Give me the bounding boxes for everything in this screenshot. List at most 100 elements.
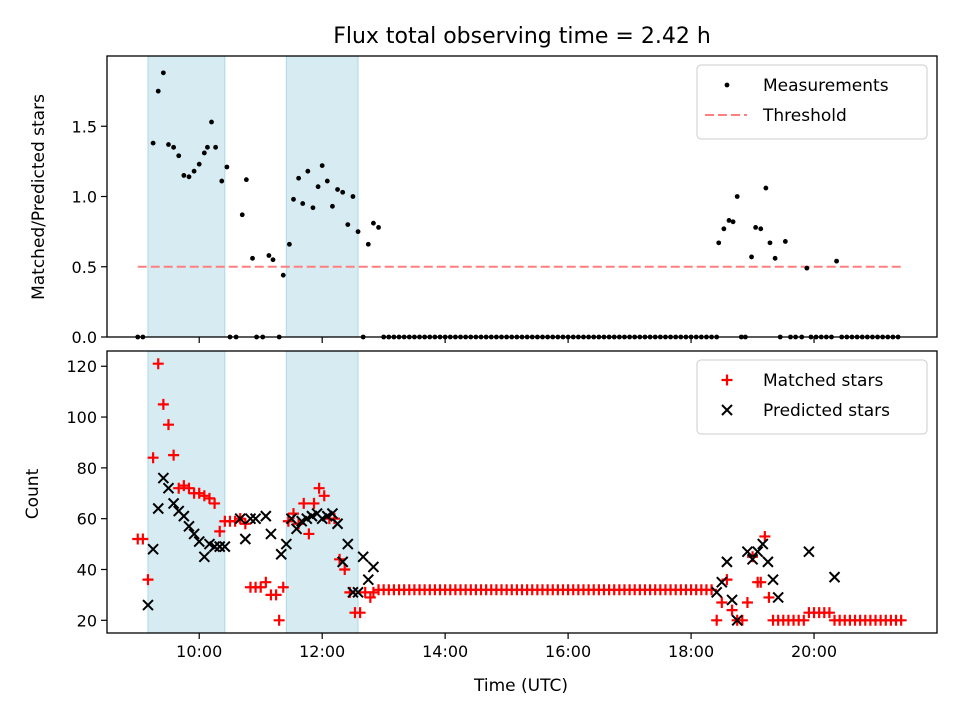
predicted-stars-point — [280, 538, 293, 550]
top-panel: 0.0 0.5 1.0 1.5 Measurements Threshold — [72, 55, 938, 347]
matched-stars-point — [895, 614, 907, 626]
predicted-stars-point — [239, 533, 252, 545]
predicted-stars-point — [157, 472, 170, 484]
x-tick-label: 12:00 — [299, 642, 345, 661]
measurements-point — [239, 212, 245, 218]
measurements-point — [300, 201, 306, 206]
measurements-point — [209, 119, 214, 125]
x-tick-label: 10:00 — [176, 642, 222, 661]
matched-stars-point — [277, 581, 289, 593]
matched-stars-point — [147, 452, 159, 464]
x-tick-label: 16:00 — [545, 642, 591, 661]
measurements-point — [219, 178, 225, 184]
predicted-stars-point — [167, 497, 180, 510]
predicted-stars-point — [193, 535, 205, 548]
matched-stars-point — [273, 614, 285, 626]
y-tick-label: 60 — [77, 510, 97, 529]
measurements-point — [224, 164, 230, 170]
measurements-point — [763, 185, 769, 191]
matched-stars-point — [354, 607, 366, 619]
predicted-stars-point — [741, 545, 754, 558]
predicted-stars-point — [757, 538, 769, 550]
shaded-interval-1 — [147, 55, 226, 338]
matched-stars-point — [173, 482, 185, 494]
measurements-point — [270, 257, 276, 263]
predicted-stars-point — [731, 614, 743, 627]
measurements-point — [196, 161, 202, 167]
predicted-stars-point — [326, 507, 339, 520]
shaded-interval-2 — [285, 350, 359, 634]
predicted-stars-point — [244, 512, 257, 525]
predicted-stars-point — [751, 545, 764, 558]
y-tick-label: 1.0 — [72, 188, 97, 207]
measurements-point — [345, 222, 351, 228]
measurements-point — [804, 265, 810, 271]
matched-stars-point — [198, 490, 210, 502]
x-tick-label: 18:00 — [668, 642, 714, 661]
predicted-stars-point — [152, 502, 164, 515]
axes-frame — [106, 350, 938, 634]
predicted-stars-point — [214, 540, 226, 553]
measurements-point — [166, 142, 171, 147]
measurements-point — [280, 272, 286, 278]
predicted-stars-point — [336, 556, 349, 568]
matched-stars-point — [763, 591, 775, 603]
measurements-point — [250, 255, 255, 261]
predicted-stars-point — [331, 518, 344, 530]
predicted-stars-point — [762, 556, 774, 568]
matched-stars-point — [741, 597, 753, 609]
y-tick-label: 0.5 — [72, 258, 97, 277]
measurements-point — [782, 239, 788, 244]
x-tick-label: 20:00 — [791, 642, 837, 661]
measurements-point — [365, 241, 371, 247]
matched-stars-point — [759, 530, 771, 542]
y-tick-label: 0.0 — [72, 328, 97, 347]
predicted-stars-point — [347, 586, 359, 599]
matched-stars-point — [798, 614, 810, 626]
predicted-stars-point — [357, 551, 369, 563]
measurements-point — [355, 229, 361, 235]
chart-title: Flux total observing time = 2.42 h — [333, 24, 711, 49]
measurements-point — [721, 226, 727, 232]
matched-stars-point — [711, 614, 723, 626]
measurements-point — [834, 258, 839, 264]
legend: Measurements Threshold — [696, 64, 928, 140]
predicted-stars-point — [367, 561, 380, 573]
predicted-stars-point — [275, 548, 287, 560]
predicted-stars-point — [147, 543, 159, 555]
measurements-point — [176, 153, 182, 159]
predicted-stars-point — [803, 545, 815, 558]
measurements-point — [181, 173, 187, 178]
bottom-panel: 20 40 60 80 100 120 10:00 12:00 14:00 16:00 18:00 2… — [66, 350, 938, 661]
predicted-stars-point — [342, 538, 354, 550]
matched-stars-point — [214, 525, 226, 537]
predicted-stars-point — [767, 573, 779, 586]
predicted-stars-point — [710, 586, 723, 599]
predicted-stars-point — [198, 551, 211, 563]
legend-label-threshold: Threshold — [762, 106, 847, 126]
measurements-point — [213, 144, 219, 150]
legend-label-matched-stars: Matched stars — [763, 371, 883, 391]
predicted-stars-point — [249, 512, 262, 525]
measurements-point — [310, 205, 316, 211]
measurements-point — [324, 178, 330, 184]
legend-label-predicted-stars: Predicted stars — [763, 401, 890, 421]
measurements-point — [726, 217, 732, 223]
legend-marker-predicted-stars — [721, 404, 733, 416]
predicted-stars-point — [726, 594, 738, 606]
matched-stars-point — [736, 614, 748, 626]
y-tick-label: 120 — [66, 357, 97, 376]
bottom-y-axis-label: Count — [23, 468, 43, 519]
legend-marker-matched-stars — [721, 374, 733, 386]
matched-stars-point — [270, 589, 282, 601]
x-tick-label: 14:00 — [422, 642, 468, 661]
measurements-point — [335, 187, 340, 192]
measurements-point — [350, 194, 356, 199]
measurements-point — [371, 220, 376, 226]
measurements-point — [716, 240, 722, 246]
matched-stars-point — [726, 604, 738, 616]
top-y-axis-label: Matched/Predicted stars — [29, 94, 49, 300]
measurements-point — [749, 254, 754, 260]
shaded-interval-2 — [285, 55, 359, 338]
predicted-stars-point — [142, 599, 154, 611]
